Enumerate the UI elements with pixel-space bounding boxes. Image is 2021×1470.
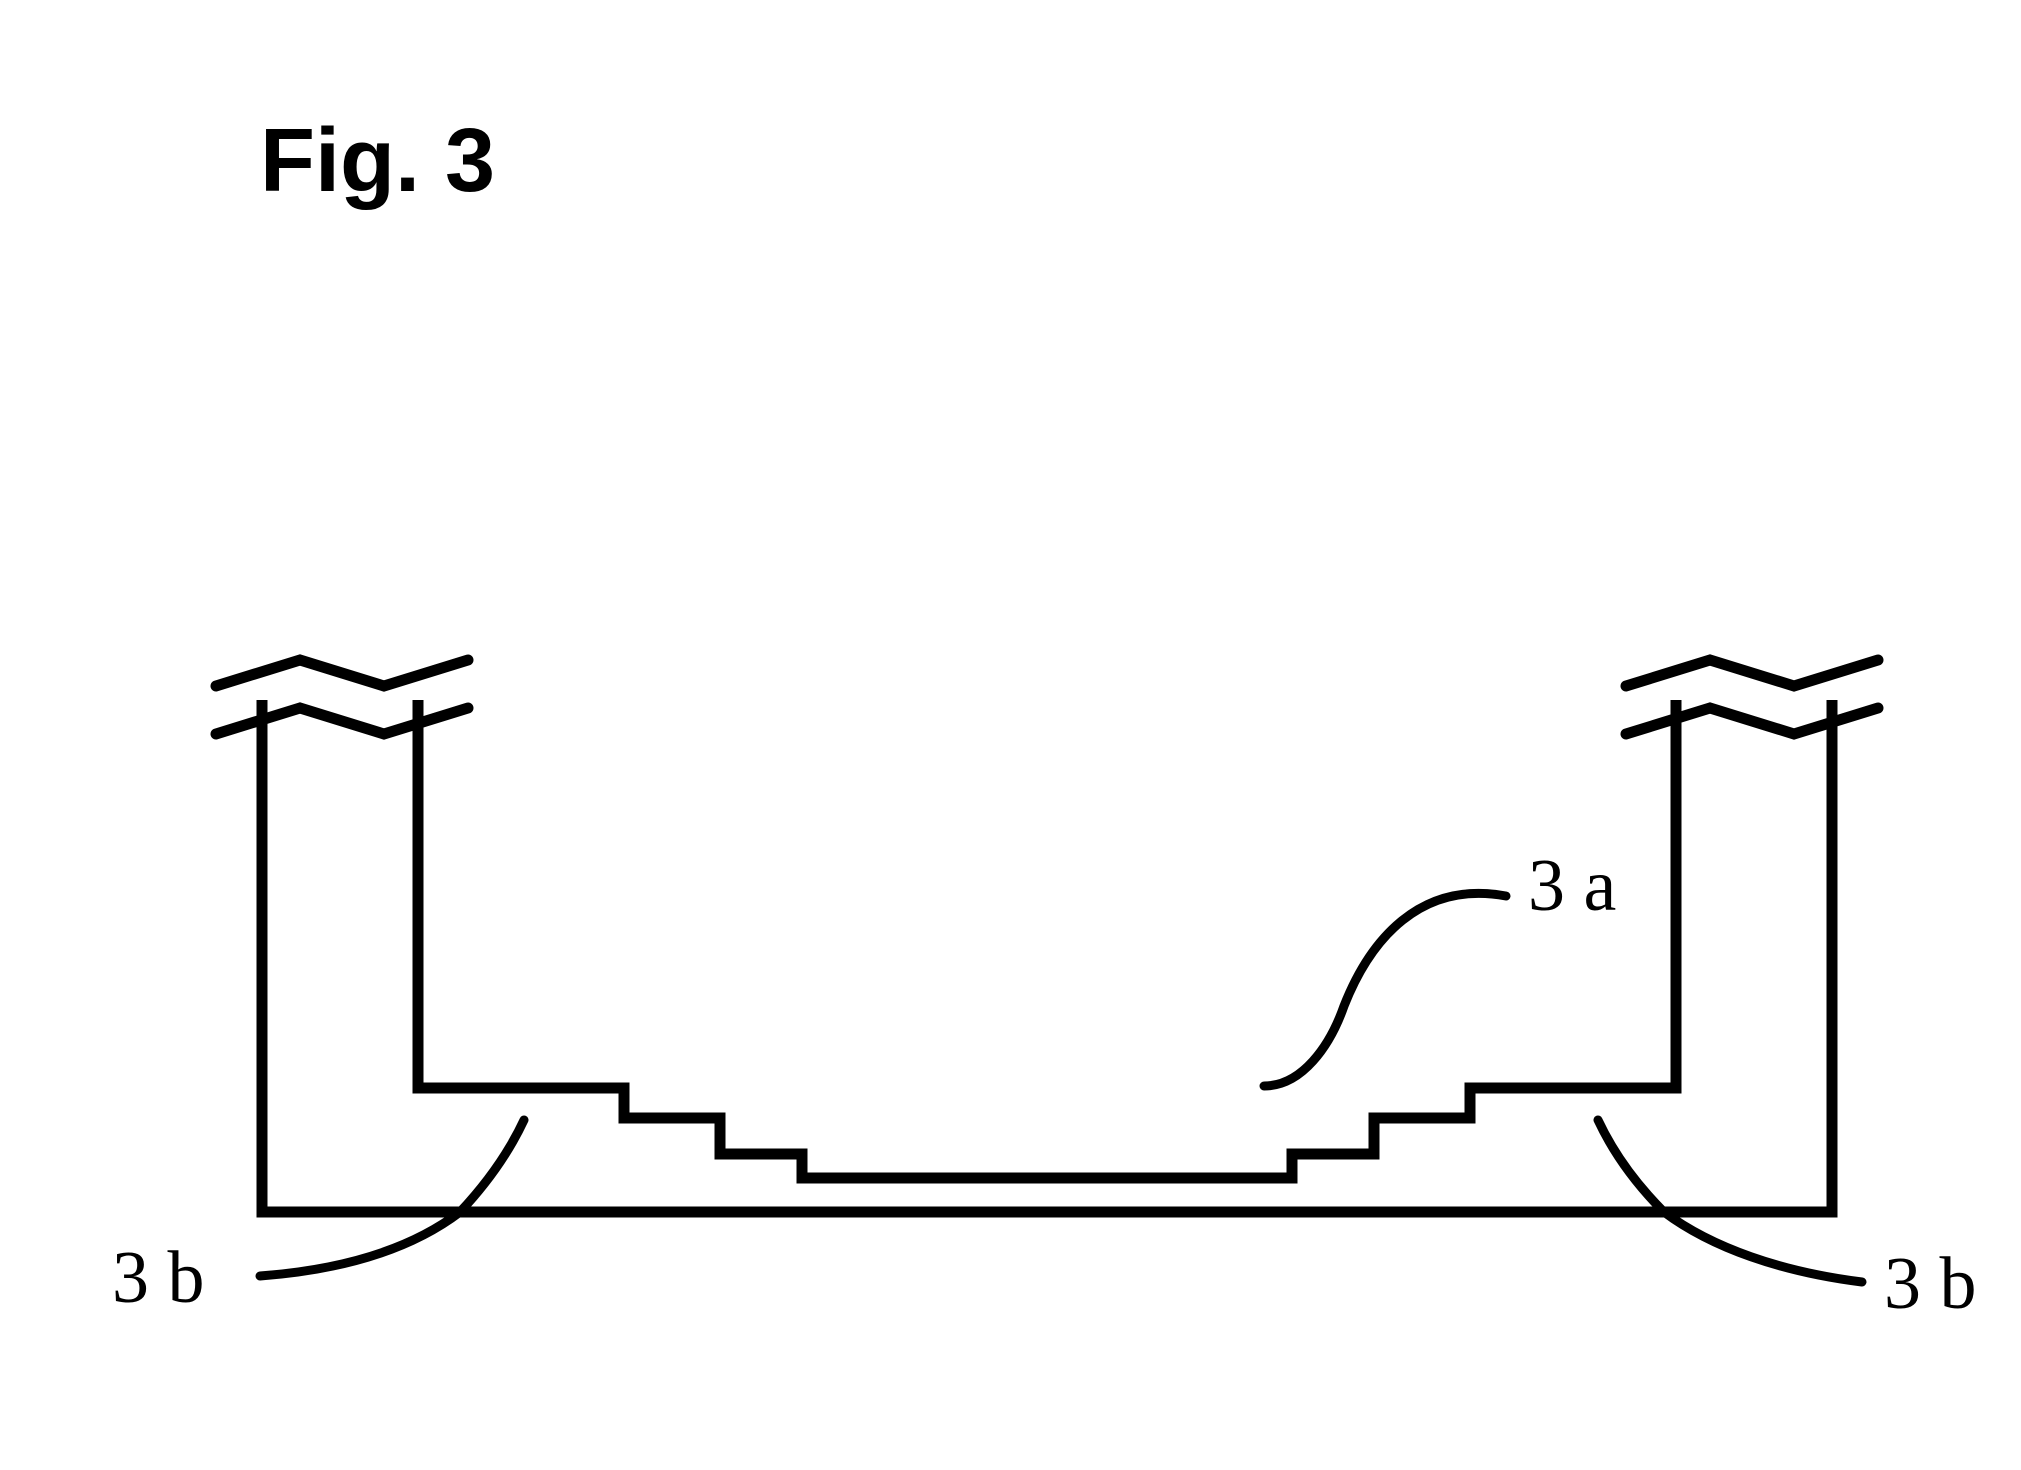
break-line-right-top — [1626, 660, 1878, 686]
break-line-right-bottom — [1626, 708, 1878, 734]
break-line-left-top — [216, 660, 468, 686]
label-3a: 3 a — [1528, 844, 1616, 929]
leader-3b-left — [260, 1120, 524, 1276]
label-3b-left: 3 b — [112, 1236, 205, 1321]
inner-contour — [418, 700, 1676, 1178]
leader-3a — [1264, 893, 1506, 1086]
outer-contour — [262, 700, 1832, 1212]
break-line-left-bottom — [216, 708, 468, 734]
figure-title: Fig. 3 — [260, 110, 495, 213]
leader-3b-right — [1598, 1120, 1862, 1282]
label-3b-right: 3 b — [1884, 1242, 1977, 1327]
